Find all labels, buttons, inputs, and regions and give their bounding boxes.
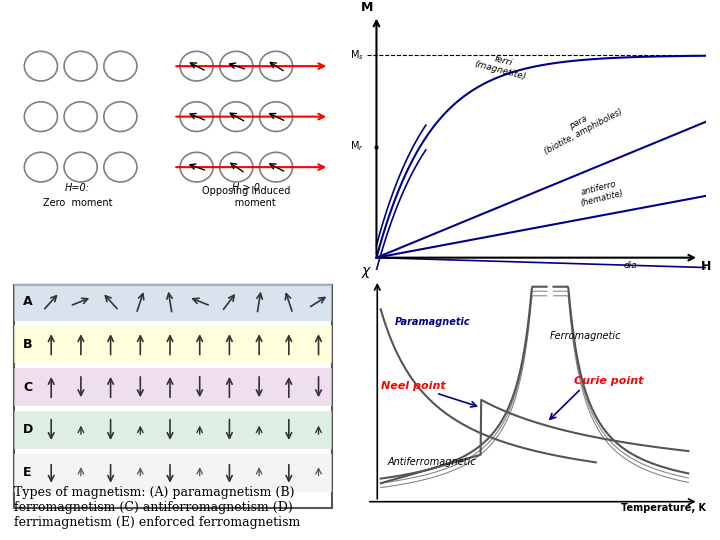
Text: A: A	[23, 295, 32, 308]
Text: B: B	[23, 338, 32, 351]
Text: D: D	[22, 423, 32, 436]
Text: Opposing Induced
      moment: Opposing Induced moment	[202, 186, 290, 208]
Bar	[14, 282, 332, 321]
Text: M$_s$: M$_s$	[350, 49, 364, 62]
FancyBboxPatch shape	[14, 285, 332, 508]
Text: Ferromagnetic: Ferromagnetic	[550, 331, 621, 341]
Text: Zero  moment: Zero moment	[42, 198, 112, 208]
Text: Paramagnetic: Paramagnetic	[395, 317, 470, 327]
Text: dia: dia	[624, 260, 637, 269]
Text: H > 0: H > 0	[233, 183, 260, 193]
Text: H: H	[701, 260, 711, 273]
Text: M: M	[361, 1, 373, 14]
Text: antiferro
(hematite): antiferro (hematite)	[577, 178, 624, 208]
Text: M$_r$: M$_r$	[350, 140, 364, 153]
Bar	[14, 368, 332, 406]
Bar	[14, 325, 332, 363]
Bar	[14, 454, 332, 491]
Text: $\chi$: $\chi$	[361, 265, 372, 280]
Text: Antiferromagnetic: Antiferromagnetic	[387, 457, 476, 468]
Text: ferri
(magnetite): ferri (magnetite)	[473, 49, 530, 82]
Bar	[14, 411, 332, 449]
Text: Neel point: Neel point	[381, 381, 446, 390]
Text: Types of magnetism: (A) paramagnetism (B)
ferromagnetism (C) antiferromagnetism : Types of magnetism: (A) paramagnetism (B…	[14, 486, 301, 529]
Text: E: E	[23, 466, 32, 479]
Text: Curie point: Curie point	[575, 376, 644, 386]
Text: Temperature, K: Temperature, K	[621, 503, 706, 513]
Text: para
(biotite, amphiboles): para (biotite, amphiboles)	[537, 98, 624, 156]
Text: H=0:: H=0:	[65, 183, 90, 193]
Text: C: C	[23, 381, 32, 394]
